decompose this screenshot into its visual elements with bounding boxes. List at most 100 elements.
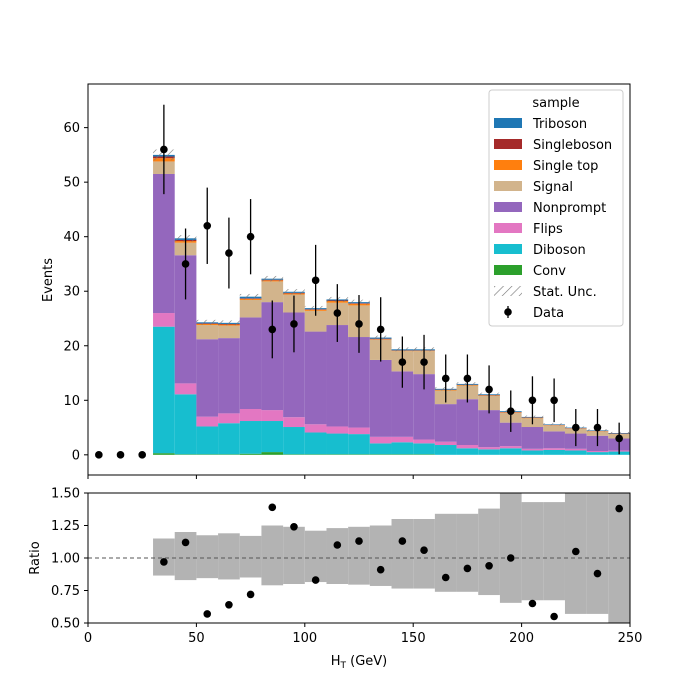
ratio-band-bin <box>608 493 630 623</box>
data-point <box>138 451 146 459</box>
legend-item-nonprompt: Nonprompt <box>494 201 606 216</box>
legend-swatch <box>494 181 522 191</box>
bar-flips <box>239 409 262 422</box>
bar-nonprompt <box>348 337 370 428</box>
ratio-point <box>290 523 298 531</box>
legend-swatch <box>494 202 522 212</box>
legend-label: Flips <box>533 222 563 237</box>
legend-swatch <box>494 244 522 254</box>
bar-diboson <box>434 445 457 455</box>
y-tick-label: 50 <box>63 176 80 191</box>
bar-signal <box>261 281 284 303</box>
ratio-y-axis-label: Ratio <box>28 541 43 574</box>
bar-conv <box>391 454 414 455</box>
main-panel: 0 10 20 30 40 50 60 Events <box>41 83 631 479</box>
bar-nonprompt <box>239 317 262 410</box>
bar-flips <box>499 446 522 449</box>
bar-nonprompt <box>478 410 500 448</box>
ratio-point <box>506 554 515 562</box>
ratio-points <box>160 503 623 621</box>
ratio-point <box>181 538 190 547</box>
stat-unc-bin <box>239 293 262 300</box>
bar-conv <box>218 454 240 455</box>
bar-diboson <box>218 423 240 455</box>
stacked-histogram <box>153 154 630 455</box>
bar-diboson <box>153 326 175 454</box>
ratio-band-bin <box>456 513 479 592</box>
legend-label: Triboson <box>532 117 587 132</box>
main-y-axis-label: Events <box>41 258 56 302</box>
y-tick-label: 60 <box>63 121 80 136</box>
ratio-point <box>615 504 623 513</box>
bar-signal <box>218 325 240 339</box>
ratio-point <box>246 590 255 599</box>
bar-diboson <box>543 449 565 455</box>
bar-diboson <box>326 433 349 455</box>
main-y-ticks: 0 10 20 30 40 50 60 <box>63 121 88 463</box>
legend-item-singleboson: Singleboson <box>494 138 612 153</box>
data-point <box>225 249 233 257</box>
legend-box <box>488 89 624 327</box>
data-point <box>355 320 363 328</box>
bar-flips <box>434 441 457 446</box>
legend-swatch <box>494 265 522 275</box>
x-tick-label: 100 <box>292 631 317 646</box>
bar-nonprompt <box>434 404 457 442</box>
stat-unc-bin <box>283 289 305 295</box>
bar-diboson <box>478 449 500 455</box>
data-point <box>615 434 623 443</box>
y-tick-label: 1.00 <box>51 552 80 567</box>
ratio-unc-band <box>153 493 630 623</box>
y-tick-label: 1.25 <box>51 519 80 534</box>
bar-nonprompt <box>218 338 240 414</box>
bar-conv <box>369 454 392 455</box>
ratio-band-bin <box>304 530 327 583</box>
ratio-point <box>463 564 472 573</box>
bar-signal <box>543 425 565 432</box>
main-axes-frame <box>87 83 631 476</box>
ratio-band-bin <box>196 535 219 579</box>
ratio-band-bin <box>261 525 284 586</box>
legend-label: Singleboson <box>533 138 612 153</box>
bar-nonprompt <box>456 399 479 446</box>
bar-flips <box>564 448 587 451</box>
data-point <box>95 451 103 459</box>
bar-nonprompt <box>283 312 305 418</box>
bar-flips <box>369 436 392 444</box>
ratio-point <box>485 562 493 570</box>
x-tick-label: 50 <box>188 631 205 646</box>
bar-diboson <box>304 432 327 455</box>
bar-nonprompt <box>499 422 522 447</box>
bar-conv <box>239 453 262 455</box>
bar-flips <box>153 313 175 327</box>
bar-conv <box>348 454 370 455</box>
x-tick-label: 0 <box>84 631 92 646</box>
ratio-point <box>355 537 363 545</box>
ratio-point <box>311 576 320 584</box>
data-point <box>572 423 580 432</box>
bar-diboson <box>391 442 414 455</box>
x-tick-label: 150 <box>401 631 426 646</box>
data-point <box>528 396 537 405</box>
ratio-point <box>593 569 602 578</box>
ratio-point <box>376 565 385 574</box>
bar-diboson <box>196 426 219 455</box>
legend-label: Diboson <box>533 243 586 258</box>
data-point <box>463 374 472 383</box>
data-point <box>420 358 428 366</box>
stat-unc-bin <box>196 319 219 325</box>
ratio-y-ticks: 0.50 0.75 1.00 1.25 1.50 <box>51 487 88 632</box>
stat-unc-bin <box>261 275 284 282</box>
legend-label: Data <box>533 306 564 321</box>
legend-item-triboson: Triboson <box>494 117 587 132</box>
data-point <box>290 320 298 328</box>
bar-signal <box>196 325 219 340</box>
x-tick-label: 250 <box>618 631 643 646</box>
legend-label: Conv <box>533 264 566 279</box>
y-tick-label: 30 <box>63 285 80 300</box>
ratio-point <box>160 558 168 566</box>
bar-flips <box>261 410 284 422</box>
ratio-point <box>268 503 277 512</box>
bar-flips <box>348 427 370 435</box>
